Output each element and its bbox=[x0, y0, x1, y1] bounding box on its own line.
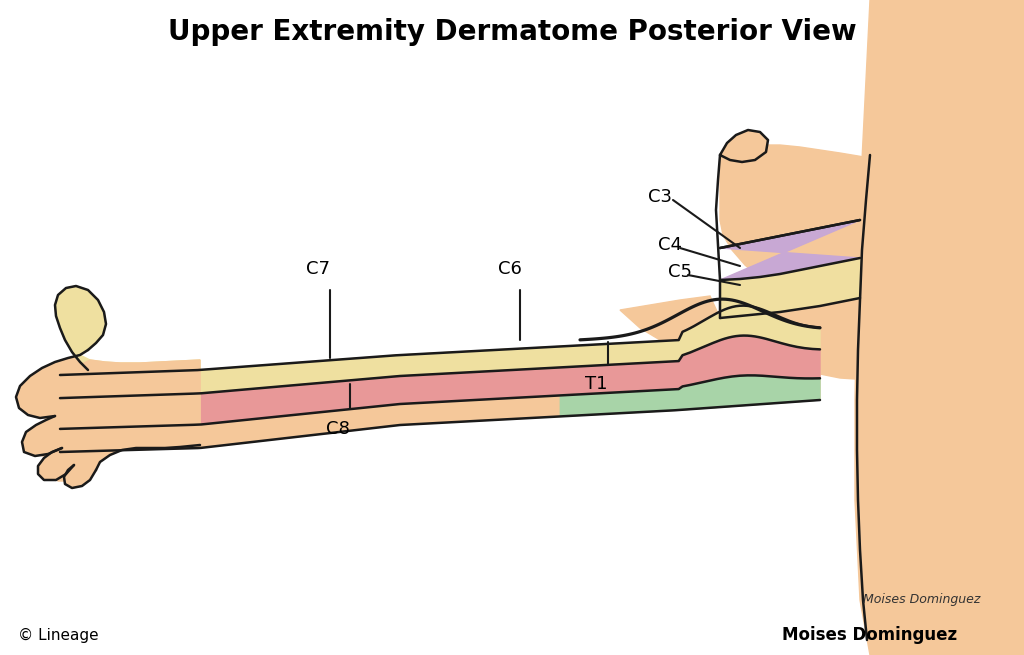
Text: Moises Dominguez: Moises Dominguez bbox=[782, 626, 957, 644]
Polygon shape bbox=[55, 286, 200, 377]
Polygon shape bbox=[720, 145, 870, 320]
Text: C4: C4 bbox=[658, 236, 682, 254]
Polygon shape bbox=[60, 306, 820, 398]
Polygon shape bbox=[27, 360, 200, 481]
Polygon shape bbox=[16, 286, 200, 488]
Text: C6: C6 bbox=[498, 260, 522, 278]
Text: Moises Dominguez: Moises Dominguez bbox=[862, 593, 980, 607]
Polygon shape bbox=[60, 335, 820, 429]
Text: T1: T1 bbox=[585, 375, 607, 393]
Polygon shape bbox=[720, 258, 860, 318]
Polygon shape bbox=[720, 130, 768, 162]
Text: © Lineage: © Lineage bbox=[18, 627, 98, 643]
Text: C3: C3 bbox=[648, 188, 672, 206]
Polygon shape bbox=[855, 0, 1024, 655]
Polygon shape bbox=[620, 296, 870, 380]
Text: C5: C5 bbox=[668, 263, 692, 281]
Polygon shape bbox=[720, 220, 860, 280]
Text: Upper Extremity Dermatome Posterior View: Upper Extremity Dermatome Posterior View bbox=[168, 18, 856, 46]
Polygon shape bbox=[60, 306, 820, 452]
Text: C8: C8 bbox=[326, 420, 350, 438]
Polygon shape bbox=[560, 375, 820, 417]
Text: C7: C7 bbox=[306, 260, 330, 278]
